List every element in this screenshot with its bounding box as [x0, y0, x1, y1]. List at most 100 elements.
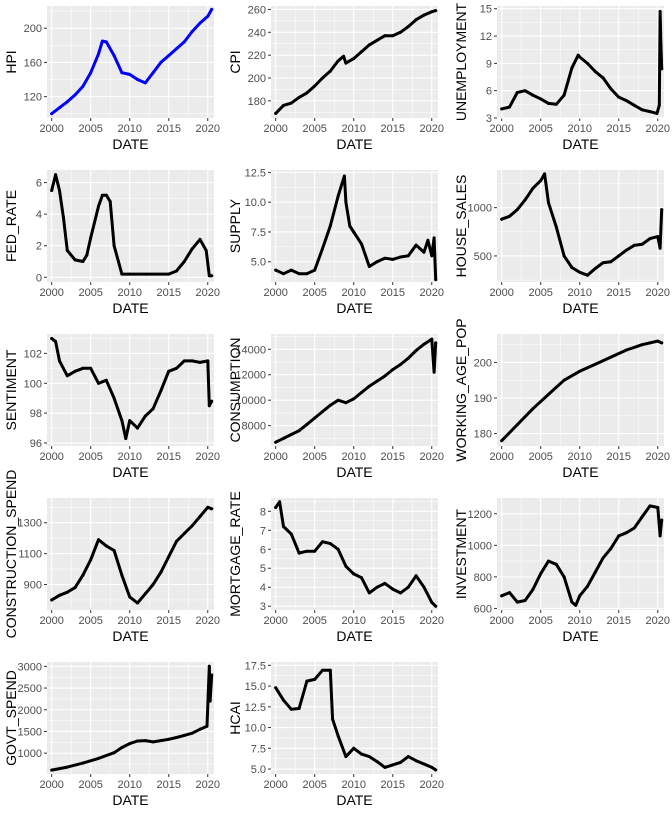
data-point [167, 272, 171, 276]
data-point [515, 423, 519, 427]
data-point [578, 270, 582, 274]
x-tick-label: 2015 [156, 123, 180, 135]
data-point [632, 243, 636, 247]
data-point [207, 274, 211, 278]
data-point [321, 668, 324, 672]
data-point [143, 739, 147, 743]
panel-hcai: 2000 2005 2010 2015 2020 5.0 7.5 10.0 12.5 15.0 17… [227, 660, 444, 808]
data-point [282, 698, 285, 702]
data-point [601, 76, 605, 80]
data-point [344, 564, 348, 568]
data-point [625, 531, 628, 535]
x-tick-label: 2000 [263, 779, 287, 791]
data-point [430, 337, 434, 341]
panel-background [271, 334, 438, 446]
data-point [399, 760, 402, 764]
panel-house-sales: 2000 2005 2010 2015 2020 500 1000 DATE HOUSE_SAL… [453, 170, 670, 316]
data-point [399, 30, 402, 34]
x-tick-label: 2000 [263, 287, 287, 299]
x-tick-label: 2000 [489, 451, 513, 463]
data-point [206, 359, 210, 363]
data-point [190, 359, 194, 363]
data-point [58, 593, 61, 597]
panel-govt-spend: 2000 2005 2010 2015 2020 1000 1500 2000 2500 3000… [3, 661, 220, 808]
x-tick-label: 2020 [420, 123, 444, 135]
data-point [112, 549, 116, 552]
data-point [422, 762, 426, 766]
x-tick-label: 2015 [156, 451, 180, 463]
data-point [97, 204, 100, 208]
x-tick-label: 2010 [117, 451, 141, 463]
data-point [391, 34, 395, 38]
data-point [660, 341, 664, 345]
data-point [289, 433, 293, 436]
data-point [601, 261, 605, 265]
data-point [331, 717, 335, 721]
x-tick-label: 2010 [341, 779, 365, 791]
y-tick-label: 6 [36, 178, 42, 190]
data-point [50, 337, 54, 340]
data-point [89, 71, 93, 75]
data-point [305, 91, 309, 95]
x-tick-label: 2015 [606, 451, 630, 463]
data-point [586, 273, 589, 277]
data-point [430, 254, 434, 258]
x-tick-label: 2000 [489, 615, 513, 627]
data-point [58, 189, 61, 192]
y-tick-label: 1000 [468, 540, 492, 552]
data-point [50, 768, 54, 772]
data-point [120, 573, 124, 577]
data-point [406, 585, 410, 589]
data-point [151, 583, 155, 586]
panel-supply: 2000 2005 2010 2015 2020 5.0 7.5 10.0 12.5 DATE SU… [227, 167, 444, 316]
y-tick-label: 7 [260, 525, 266, 537]
y-tick-label: 15.0 [245, 681, 266, 693]
x-tick-label: 2000 [263, 123, 287, 135]
x-tick-label: 2005 [302, 779, 326, 791]
x-tick-label: 2020 [420, 451, 444, 463]
y-axis-title: FED_RATE [3, 190, 19, 262]
data-point [97, 52, 100, 56]
data-point [175, 736, 178, 739]
data-point [383, 34, 387, 38]
x-axis-title: DATE [336, 300, 372, 316]
data-point [539, 97, 543, 101]
data-point [61, 215, 65, 219]
data-point [625, 248, 628, 252]
data-point [124, 437, 128, 440]
x-axis-title: DATE [112, 628, 148, 644]
data-point [523, 599, 527, 602]
data-point [570, 600, 574, 604]
data-point [406, 254, 410, 258]
data-point [562, 575, 566, 579]
data-point [159, 60, 163, 64]
panel-hpi: 2000 2005 2010 2015 2020 120 160 200 DATE HPI [3, 6, 220, 152]
data-point [659, 42, 663, 46]
panel-background [497, 334, 664, 446]
x-axis-title: DATE [112, 136, 148, 152]
data-point [601, 556, 605, 560]
data-point [159, 570, 163, 574]
data-point [375, 379, 379, 383]
data-point [515, 600, 519, 604]
y-tick-label: 4 [260, 582, 266, 594]
data-point [360, 50, 363, 54]
data-point [523, 89, 527, 93]
y-tick-label: 220 [248, 50, 266, 62]
data-point [617, 254, 621, 258]
data-point [198, 515, 202, 518]
data-point [274, 111, 278, 115]
data-point [328, 668, 332, 672]
data-point [313, 416, 317, 420]
data-point [342, 174, 346, 178]
data-point [352, 230, 356, 234]
data-point [367, 591, 371, 595]
data-point [593, 362, 597, 366]
y-tick-label: 3000 [18, 661, 42, 673]
data-point [658, 534, 662, 538]
data-point [640, 242, 644, 246]
data-point [336, 59, 340, 63]
data-point [136, 601, 139, 605]
data-point [210, 7, 214, 11]
